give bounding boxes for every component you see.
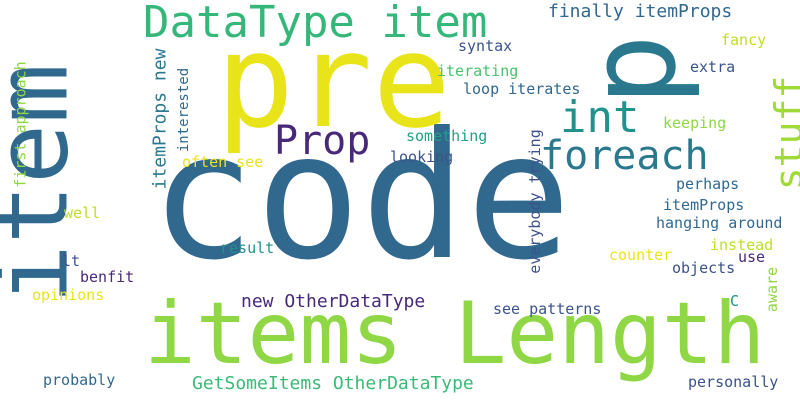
word-interested: interested: [176, 67, 193, 153]
word-personally: personally: [688, 373, 779, 391]
word-everybody-trying: everybody trying: [525, 129, 544, 274]
word-foreach: foreach: [540, 133, 709, 179]
word-counter: counter: [609, 246, 673, 264]
word-keeping: keeping: [663, 114, 727, 132]
word-c: C: [730, 292, 740, 310]
word-prop: Prop: [274, 118, 371, 164]
word-itemprops: itemProps: [663, 196, 745, 214]
word-opinions: opinions: [32, 286, 105, 304]
word-new-otherdatatype: new OtherDataType: [241, 291, 426, 312]
word-stuff: stuff: [767, 75, 800, 191]
word-probably: probably: [43, 371, 116, 389]
word-finally-itemprops: finally itemProps: [548, 1, 733, 22]
word-use: use: [738, 248, 766, 266]
word-code: code: [150, 96, 572, 299]
word-extra: extra: [690, 58, 736, 76]
word-instead: instead: [710, 236, 774, 254]
word-loop-iterates: loop iterates: [463, 80, 581, 98]
word-iterating: iterating: [437, 62, 519, 80]
word-often-see: often see: [182, 153, 264, 171]
word-perhaps: perhaps: [676, 175, 740, 193]
word-see-patterns: see patterns: [493, 300, 602, 318]
word-benfit: benfit: [80, 268, 135, 286]
word-objects: objects: [672, 259, 736, 277]
word-hanging-around: hanging around: [656, 214, 783, 232]
word-fancy: fancy: [721, 31, 767, 49]
word-first-approach: first approach: [11, 61, 30, 188]
word-lt: lt: [62, 252, 81, 270]
word-pre: pre: [216, 5, 451, 157]
word-syntax: syntax: [458, 37, 513, 55]
word-getsomeitems-otherdatatype: GetSomeItems OtherDataType: [192, 373, 474, 394]
word-something: something: [406, 127, 488, 145]
word-items-length: items Length: [144, 284, 766, 384]
word-itemprops-new: itemProps new: [149, 48, 171, 190]
word-well: well: [64, 204, 101, 222]
word-int: int: [560, 92, 640, 143]
word-looking: looking: [390, 148, 454, 166]
word-aware: aware: [763, 266, 782, 313]
word-result: result: [220, 239, 275, 257]
word-datatype-item: DataType item: [143, 0, 488, 48]
